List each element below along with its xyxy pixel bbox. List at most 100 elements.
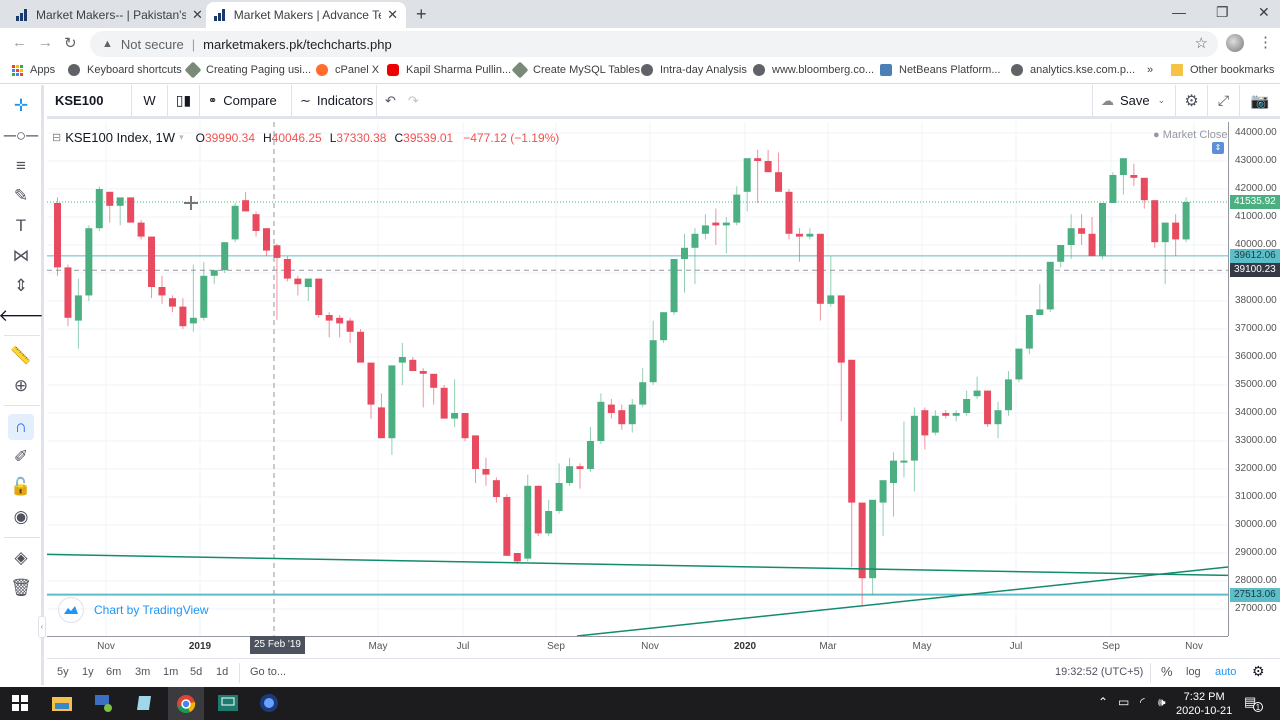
zoom-in-icon[interactable]: ⊕ — [13, 376, 29, 395]
candles-icon: ▯▮ — [175, 92, 192, 108]
time-axis[interactable]: Nov 2019 May Jul Sep Nov 2020 Mar May Jul Sep Nov — [47, 636, 1228, 656]
range-5d-button[interactable]: 5d — [190, 666, 203, 678]
layers-icon[interactable]: ◈ — [14, 548, 28, 567]
collapse-toolbar-handle[interactable]: ‹ — [38, 616, 46, 638]
scale-settings-gear-icon[interactable]: ⚙ — [1252, 663, 1265, 679]
collapse-legend-icon[interactable]: ⊟ — [52, 132, 62, 144]
parallel-channel-tool-icon[interactable]: ≡ — [16, 156, 26, 175]
auto-scale-toggle[interactable]: auto — [1215, 666, 1237, 678]
trend-line-tool-icon[interactable]: ─○─ — [3, 126, 39, 145]
symbol-label: KSE100 — [55, 93, 104, 108]
time-tick-label: May — [368, 641, 388, 652]
magnet-icon[interactable]: ∩ — [8, 414, 34, 440]
profile-avatar[interactable] — [1226, 34, 1244, 52]
browser-tab-active[interactable]: Market Makers | Advance Technic ✕ — [206, 2, 406, 28]
notification-center-icon[interactable]: ▤ 1 — [1244, 694, 1263, 712]
obs-recorder-icon[interactable] — [257, 692, 281, 714]
bookmark-item[interactable]: www.bloomberg.co... — [753, 64, 874, 76]
chart-style-button[interactable]: ▯▮ — [168, 85, 200, 116]
candlestick-chart[interactable] — [47, 122, 1228, 636]
price-tick-label: 42000.00 — [1235, 183, 1277, 194]
range-6m-button[interactable]: 6m — [106, 666, 122, 678]
reload-button[interactable]: ↻ — [64, 35, 77, 52]
interval-button[interactable]: W — [132, 85, 168, 116]
back-arrow-icon[interactable]: 🡐 — [0, 306, 44, 325]
save-button[interactable]: ☁ Save ⌄ — [1092, 85, 1176, 116]
bookmark-star-icon[interactable]: ☆ — [1194, 35, 1208, 52]
range-1d-button[interactable]: 1d — [216, 666, 229, 678]
range-1m-button[interactable]: 1m — [163, 666, 179, 678]
redo-icon[interactable]: ↷ — [407, 92, 419, 108]
undo-icon[interactable]: ↶ — [385, 92, 396, 108]
server-time[interactable]: 19:32:52 (UTC+5) — [1055, 666, 1144, 678]
unlock-icon[interactable]: 🔓 — [10, 477, 32, 496]
bookmark-label: Keyboard shortcuts — [87, 64, 182, 76]
fullscreen-icon[interactable]: ⤢ — [1208, 85, 1240, 116]
goto-date-button[interactable]: Go to... — [250, 666, 287, 678]
bookmark-item[interactable]: Kapil Sharma Pullin... — [387, 64, 511, 76]
bookmarks-overflow-button[interactable]: » — [1147, 64, 1153, 76]
forward-button[interactable]: → — [38, 34, 53, 51]
bookmark-item[interactable]: Intra-day Analysis — [641, 64, 747, 76]
prediction-tool-icon[interactable]: ⇕ — [13, 276, 29, 295]
price-tick-label: 36000.00 — [1235, 351, 1277, 362]
series-title[interactable]: KSE100 Index, 1W — [65, 130, 176, 145]
bookmark-item[interactable]: Creating Paging usi... — [184, 61, 311, 79]
bookmark-apps[interactable]: Apps — [12, 64, 55, 76]
maximize-button[interactable]: ❐ — [1216, 4, 1229, 20]
other-bookmarks[interactable]: Other bookmarks — [1171, 64, 1274, 76]
bookmark-item[interactable]: Create MySQL Tables — [511, 61, 640, 79]
windows-start-icon[interactable] — [8, 692, 32, 714]
notepad-icon[interactable] — [133, 692, 157, 714]
battery-icon[interactable]: ▭ — [1118, 695, 1130, 709]
camera-snapshot-icon[interactable]: 📷 — [1250, 92, 1270, 110]
scale-toggle-icon[interactable]: ⇕ — [1212, 142, 1224, 154]
chart-pane[interactable] — [47, 122, 1228, 636]
chrome-taskbar-icon[interactable] — [168, 687, 204, 720]
bookmark-item[interactable]: NetBeans Platform... — [880, 64, 1001, 76]
log-scale-toggle[interactable]: log — [1186, 666, 1201, 678]
browser-tab[interactable]: Market Makers-- | Pakistan's Larg ✕ — [8, 2, 211, 28]
price-axis[interactable]: 44000.00 43000.00 42000.00 41000.00 40000.00… — [1228, 122, 1280, 636]
close-tab-icon[interactable]: ✕ — [387, 7, 398, 22]
crosshair-tool-icon[interactable]: ✛ — [13, 96, 29, 115]
minimize-button[interactable]: — — [1172, 4, 1186, 20]
pattern-tool-icon[interactable]: ⋈ — [12, 246, 30, 265]
new-tab-button[interactable]: + — [416, 4, 427, 24]
bookmark-label: Kapil Sharma Pullin... — [406, 64, 512, 76]
brush-tool-icon[interactable]: ✎ — [13, 186, 29, 205]
tray-chevron-icon[interactable]: ⌃ — [1098, 695, 1109, 709]
wifi-icon[interactable]: ◜ — [1140, 695, 1145, 709]
trash-icon[interactable]: 🗑 — [10, 578, 32, 597]
compare-button[interactable]: ⚭ Compare — [200, 85, 292, 116]
bookmark-item[interactable]: Keyboard shortcuts — [68, 64, 182, 76]
bookmark-item[interactable]: cPanel X — [316, 64, 379, 76]
lock-drawing-icon[interactable]: ✐ — [13, 447, 29, 466]
range-5y-button[interactable]: 5y — [57, 666, 69, 678]
time-tick-label: Sep — [547, 641, 565, 652]
file-explorer-icon[interactable] — [50, 692, 74, 714]
browser-menu-icon[interactable]: ⋮ — [1258, 34, 1273, 51]
bookmark-item[interactable]: analytics.kse.com.p... — [1011, 64, 1135, 76]
text-tool-icon[interactable]: T — [15, 216, 27, 235]
range-3m-button[interactable]: 3m — [135, 666, 151, 678]
indicators-button[interactable]: ∼ Indicators — [292, 85, 377, 116]
system-clock[interactable]: 7:32 PM 2020-10-21 — [1176, 690, 1232, 718]
symbol-search-button[interactable]: KSE100 — [47, 85, 132, 116]
eye-visibility-icon[interactable]: ◉ — [13, 507, 29, 526]
percent-scale-toggle[interactable]: % — [1161, 664, 1173, 679]
security-label: Not secure — [120, 36, 184, 52]
back-button[interactable]: ← — [12, 34, 27, 51]
settings-gear-icon[interactable]: ⚙ — [1176, 85, 1208, 116]
close-window-button[interactable]: ✕ — [1258, 4, 1270, 20]
remote-app-icon[interactable] — [216, 692, 240, 714]
chevron-down-icon[interactable]: ▾ — [179, 132, 184, 142]
address-bar[interactable]: ▲ Not secure | marketmakers.pk/techchart… — [90, 31, 1218, 57]
price-tick-label: 38000.00 — [1235, 295, 1277, 306]
network-computer-icon[interactable] — [91, 692, 115, 714]
tradingview-watermark[interactable]: Chart by TradingView — [58, 597, 209, 623]
range-1y-button[interactable]: 1y — [82, 666, 94, 678]
volume-icon[interactable]: 🕪 — [1158, 695, 1166, 709]
close-tab-icon[interactable]: ✕ — [192, 7, 203, 22]
ruler-measure-icon[interactable]: 📏 — [10, 346, 32, 365]
